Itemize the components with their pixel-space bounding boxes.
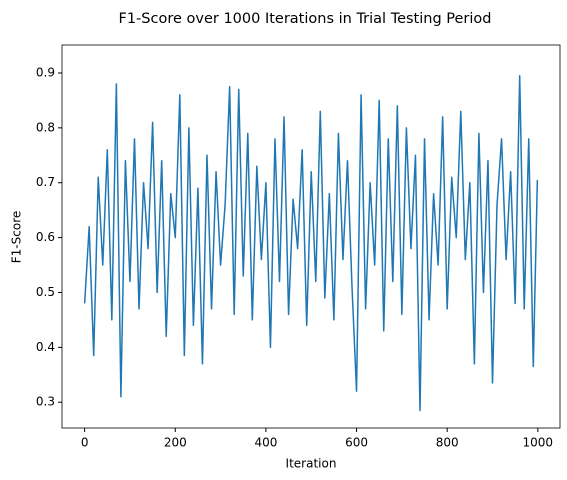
x-tick-label: 800 <box>436 436 459 450</box>
y-tick-label: 0.6 <box>36 230 55 244</box>
y-tick-label: 0.8 <box>36 120 55 134</box>
chart-title: F1-Score over 1000 Iterations in Trial T… <box>118 11 491 27</box>
x-axis-label: Iteration <box>286 457 337 471</box>
y-tick-label: 0.3 <box>36 395 55 409</box>
plot-frame <box>61 44 561 429</box>
y-tick-label: 0.4 <box>36 340 55 354</box>
x-tick-label: 600 <box>345 436 368 450</box>
y-tick-label: 0.5 <box>36 285 55 299</box>
x-tick-label: 1000 <box>523 436 554 450</box>
y-axis-label: F1-Score <box>10 211 24 263</box>
y-tick-label: 0.9 <box>36 65 55 79</box>
x-tick-label: 200 <box>164 436 187 450</box>
x-tick-label: 400 <box>254 436 277 450</box>
y-tick-label: 0.7 <box>36 175 55 189</box>
x-tick-label: 0 <box>81 436 89 450</box>
data-line <box>83 74 539 412</box>
